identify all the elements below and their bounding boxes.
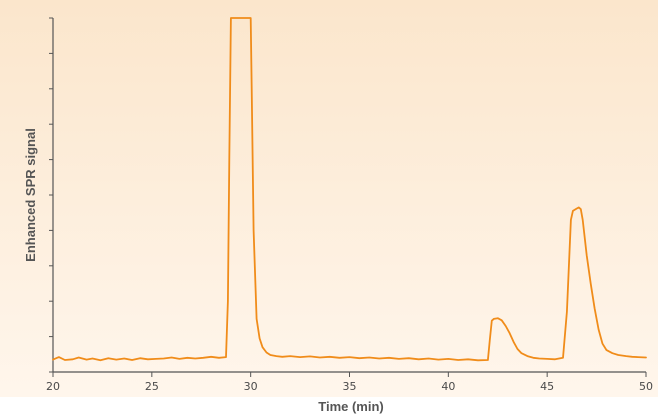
x-tick-label: 25 (145, 380, 159, 393)
x-tick-label: 30 (244, 380, 258, 393)
x-tick-label: 50 (639, 380, 653, 393)
chart-background (0, 0, 658, 397)
axes: 20 25 30 35 40 45 50 (46, 17, 653, 393)
x-tick-label: 40 (441, 380, 455, 393)
x-tick-label: 20 (46, 380, 60, 393)
x-tick-label: 35 (343, 380, 357, 393)
y-axis-title: Enhanced SPR signal (23, 128, 38, 262)
x-tick-label: 45 (540, 380, 554, 393)
series-line (52, 17, 647, 362)
series-layer (52, 17, 647, 362)
x-axis-title: Time (min) (318, 399, 384, 414)
